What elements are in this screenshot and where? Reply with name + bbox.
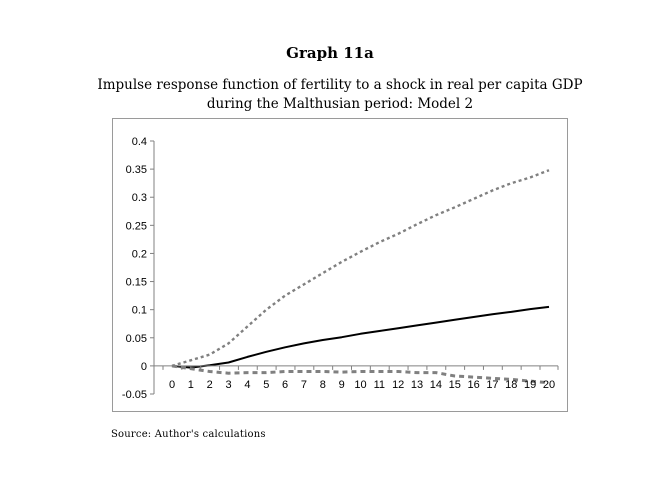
series-layer [171,169,550,385]
y-tick-label: 0.15 [126,277,147,289]
x-tick-label: 12 [392,379,404,391]
y-tick-label: 0.25 [126,220,147,232]
upper-band-point [510,182,512,184]
y-tick-label: 0.1 [132,305,147,317]
y-tick-label: 0.4 [132,136,147,148]
x-tick-label: 5 [263,379,269,391]
x-tick-label: 8 [320,379,326,391]
y-tick-label: 0.05 [126,333,147,345]
y-tick-label: -0.05 [122,389,147,401]
x-tick-label: 19 [524,379,536,391]
x-tick-label: 13 [411,379,423,391]
lower-band-point [341,371,343,373]
x-tick-label: 10 [354,379,366,391]
x-tick-label: 17 [486,379,498,391]
x-tick-label: 11 [374,379,385,391]
y-tick-label: 0.2 [132,248,147,260]
x-tick-label: 2 [207,379,213,391]
lower-band-point [303,371,305,373]
x-tick-label: 3 [225,379,231,391]
x-tick-label: 16 [467,379,479,391]
main-response-line [171,305,550,369]
x-tick-label: 18 [505,379,517,391]
lower-band-line [171,364,550,385]
y-tick-label: 0.35 [126,164,147,176]
graph-subtitle: Impulse response function of fertility t… [60,76,620,114]
x-tick-label: 4 [244,379,250,391]
x-tick-label: 15 [449,379,461,391]
lower-band-point [322,371,324,373]
x-tick-label: 9 [339,379,345,391]
y-tick-label: 0 [141,361,147,373]
x-tick-label: 7 [301,379,307,391]
y-tick-label: 0.3 [132,192,147,204]
source-note: Source: Author's calculations [111,429,266,440]
x-tick-label: 6 [282,379,288,391]
graph-title: Graph 11a [286,44,374,62]
subtitle-line-2: during the Malthusian period: Model 2 [206,96,474,112]
upper-band-line [171,169,550,368]
x-tick-label: 20 [543,379,555,391]
plot-frame: -0.05 0 0.05 0.1 0.15 0.2 0.25 0.3 0.35 0.4 0 1 2 3 4 5… [112,118,568,412]
x-tick-label: 1 [188,379,194,391]
x-tick-label: 0 [169,379,175,391]
x-tick-label: 14 [430,379,442,391]
subtitle-line-1: Impulse response function of fertility t… [97,77,583,93]
